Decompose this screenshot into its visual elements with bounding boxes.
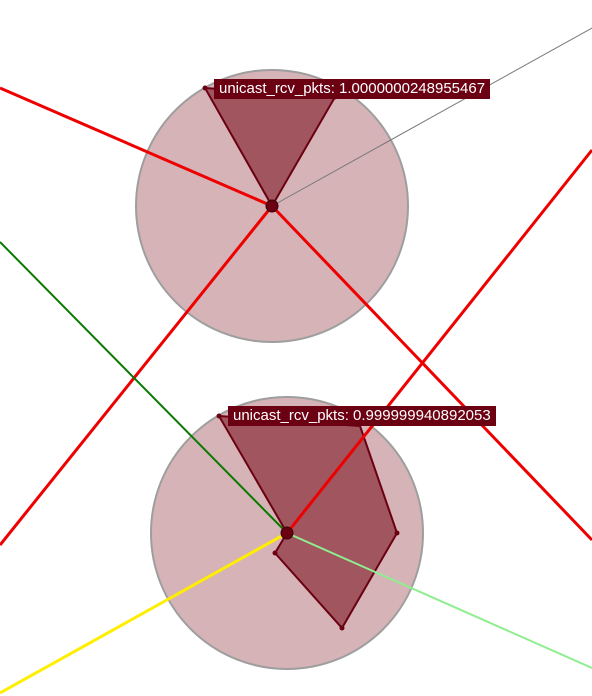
node-1-center[interactable]	[265, 199, 279, 213]
edge-gray[interactable]	[271, 27, 592, 207]
node-2-vertex	[394, 530, 400, 536]
edge-red-3[interactable]	[0, 205, 274, 546]
edge-yellow[interactable]	[0, 531, 288, 695]
node-2-vertex	[339, 625, 345, 631]
edge-red-1[interactable]	[0, 86, 273, 208]
edge-lightgreen[interactable]	[286, 532, 592, 669]
node-2-vertex	[272, 550, 278, 556]
node-2-vertex	[216, 413, 222, 419]
edge-red-4[interactable]	[285, 149, 592, 534]
edge-green[interactable]	[0, 241, 288, 534]
node-2-center[interactable]	[280, 526, 294, 540]
edge-red-2[interactable]	[270, 204, 592, 542]
node-2-tooltip: unicast_rcv_pkts: 0.999999940892053	[228, 406, 496, 426]
node-1-vertex	[202, 85, 208, 91]
node-1-tooltip: unicast_rcv_pkts: 1.0000000248955467	[214, 79, 491, 99]
